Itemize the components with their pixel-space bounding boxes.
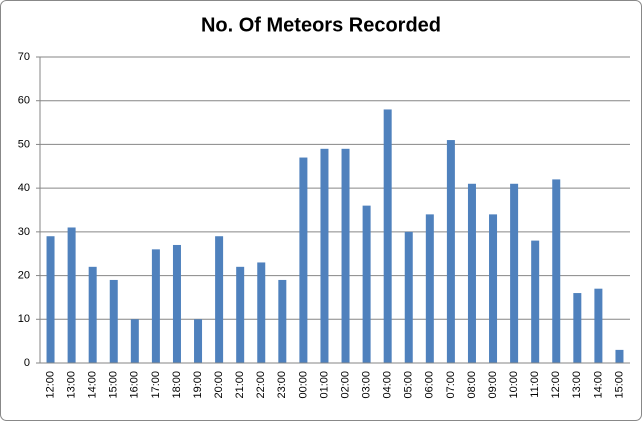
x-tick-label: 07:00 (445, 371, 457, 399)
bar (88, 266, 97, 363)
x-tick-label: 22:00 (255, 371, 267, 399)
x-tick-label: 15:00 (108, 371, 120, 399)
x-tick-label: 14:00 (87, 371, 99, 399)
bar (341, 148, 350, 363)
y-tick-label: 10 (18, 313, 30, 325)
bar (510, 183, 519, 363)
y-tick-label: 70 (18, 51, 30, 63)
bar (257, 262, 266, 363)
x-tick-label: 00:00 (297, 371, 309, 399)
bar (594, 288, 603, 363)
x-tick-label: 19:00 (192, 371, 204, 399)
x-tick-label: 01:00 (318, 371, 330, 399)
bar (299, 157, 308, 363)
bar (489, 214, 498, 363)
bar (320, 148, 329, 363)
bar (194, 319, 203, 363)
y-tick-label: 0 (24, 357, 30, 369)
bar (615, 349, 624, 363)
bar (383, 109, 392, 363)
x-tick-label: 03:00 (361, 371, 373, 399)
x-tick-label: 04:00 (382, 371, 394, 399)
bar (215, 236, 224, 363)
bar (573, 293, 582, 363)
x-tick-label: 12:00 (44, 371, 56, 399)
bar (552, 179, 561, 363)
bar (151, 249, 160, 363)
bar (236, 266, 245, 363)
x-tick-label: 02:00 (339, 371, 351, 399)
x-tick-label: 12:00 (550, 371, 562, 399)
x-tick-label: 21:00 (234, 371, 246, 399)
bar (46, 236, 55, 363)
x-tick-label: 13:00 (571, 371, 583, 399)
bar (67, 227, 76, 363)
bar (362, 205, 371, 363)
x-tick-label: 10:00 (508, 371, 520, 399)
x-tick-label: 06:00 (424, 371, 436, 399)
bar (425, 214, 434, 363)
y-tick-label: 40 (18, 182, 30, 194)
x-tick-label: 20:00 (213, 371, 225, 399)
x-tick-label: 05:00 (403, 371, 415, 399)
x-tick-label: 15:00 (613, 371, 625, 399)
bar (172, 244, 181, 363)
y-tick-label: 20 (18, 269, 30, 281)
x-tick-label: 18:00 (171, 371, 183, 399)
x-tick-label: 11:00 (529, 371, 541, 398)
bar (531, 240, 540, 363)
x-tick-label: 23:00 (276, 371, 288, 399)
bar (446, 140, 455, 363)
y-tick-label: 30 (18, 226, 30, 238)
x-tick-label: 08:00 (466, 371, 478, 399)
bar (109, 279, 118, 363)
x-tick-label: 16:00 (129, 371, 141, 399)
chart-title: No. Of Meteors Recorded (201, 14, 441, 36)
x-tick-label: 09:00 (487, 371, 499, 399)
x-tick-label: 13:00 (66, 371, 78, 399)
bar (130, 319, 139, 363)
x-tick-label: 14:00 (592, 371, 604, 399)
y-tick-label: 50 (18, 138, 30, 150)
y-tick-label: 60 (18, 95, 30, 107)
bar (467, 183, 476, 363)
bar (404, 231, 413, 363)
x-tick-label: 17:00 (150, 371, 162, 399)
bar (278, 279, 287, 363)
